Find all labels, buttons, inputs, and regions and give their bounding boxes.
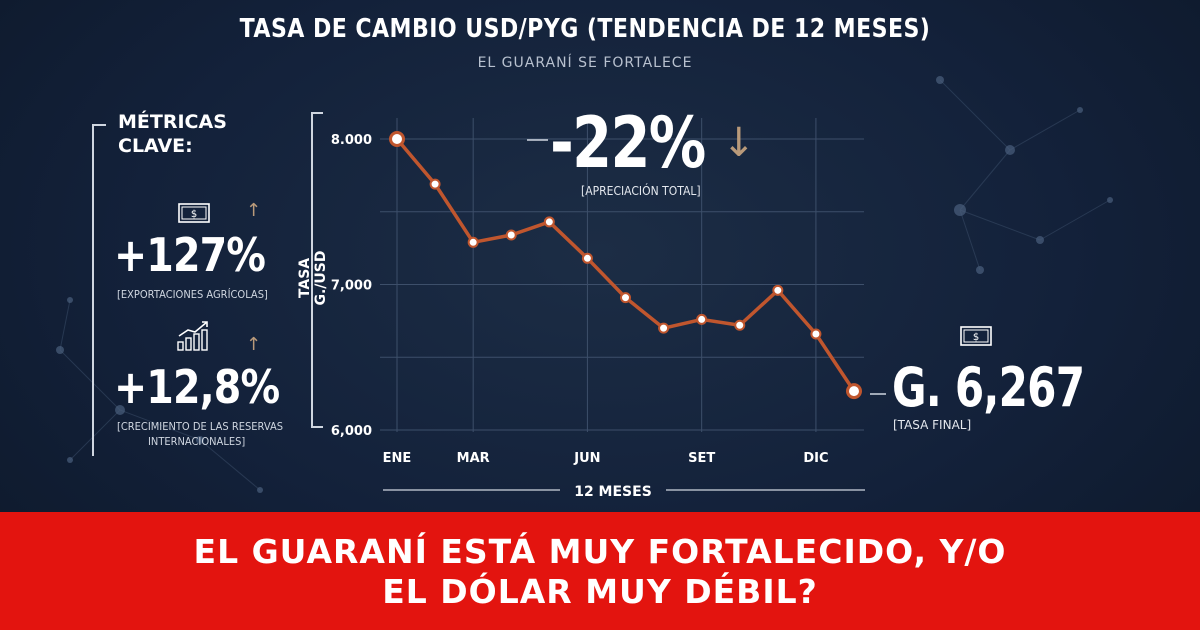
y-axis-bracket-top	[311, 112, 323, 114]
background-network	[56, 76, 1113, 493]
growth-chart-icon	[177, 321, 208, 351]
y-axis-bracket-bottom	[311, 426, 323, 428]
y-ticks: 8.000 7,000 6,000	[331, 133, 372, 439]
final-rate-value: G. 6,267	[892, 356, 1085, 419]
data-point	[620, 292, 631, 304]
metrics-bracket	[92, 124, 94, 456]
data-point	[734, 319, 746, 331]
data-point	[696, 313, 708, 325]
series-points	[389, 131, 862, 400]
x-tick-label: DIC	[803, 451, 828, 466]
metric-reserves-label-line2: INTERNACIONALES]	[148, 435, 246, 448]
data-point	[810, 328, 822, 340]
chart-title: TASA DE CAMBIO USD/PYG (TENDENCIA DE 12 …	[239, 14, 931, 44]
data-point	[658, 322, 670, 334]
chart-subtitle: EL GUARANÍ SE FORTALECE	[477, 55, 693, 71]
data-point	[505, 229, 517, 241]
appreciation-caption: [APRECIACIÓN TOTAL]	[581, 184, 701, 198]
metric-exports-label: [EXPORTACIONES AGRÍCOLAS]	[117, 288, 268, 301]
data-point	[389, 131, 405, 147]
y-axis-bracket	[311, 112, 313, 428]
data-point	[846, 383, 862, 400]
metric-exports-value: +127%	[114, 228, 266, 282]
x-tick-label: SET	[688, 451, 715, 466]
appreciation-value: -22%	[550, 102, 706, 184]
banner-line-2: EL DÓLAR MUY DÉBIL?	[382, 572, 818, 611]
x-tick-label: ENE	[383, 451, 412, 466]
money-icon: $	[178, 203, 210, 223]
y-tick-label: 7,000	[331, 279, 372, 294]
up-arrow-icon: ↑	[246, 200, 262, 221]
svg-text:$: $	[191, 209, 197, 220]
down-arrow-icon: ↓	[722, 120, 756, 166]
svg-text:$: $	[973, 332, 979, 343]
x-axis-label: 12 MESES	[574, 484, 652, 500]
metric-reserves-label-line1: [CRECIMIENTO DE LAS RESERVAS	[117, 420, 284, 433]
banner-line-1: EL GUARANÍ ESTÁ MUY FORTALECIDO, Y/O	[193, 532, 1007, 571]
x-tick-label: JUN	[573, 451, 600, 466]
data-point	[772, 284, 784, 296]
money-icon: $	[960, 326, 992, 346]
data-point	[543, 216, 555, 228]
data-point	[467, 236, 479, 248]
question-banner: EL GUARANÍ ESTÁ MUY FORTALECIDO, Y/O EL …	[0, 512, 1200, 630]
final-rate-caption: [TASA FINAL]	[893, 418, 972, 432]
x-ticks: ENE MAR JUN SET DIC	[383, 451, 829, 466]
line-chart: 8.000 7,000 6,000 ENE MAR JUN SET DIC 12 MESES	[331, 118, 886, 500]
metrics-bracket-top	[92, 124, 106, 126]
metric-reserves-value: +12,8%	[114, 360, 280, 414]
y-tick-label: 8.000	[331, 133, 372, 148]
x-tick-label: MAR	[457, 451, 490, 466]
up-arrow-icon: ↑	[246, 334, 262, 355]
chart-grid	[380, 118, 864, 432]
data-point	[429, 178, 441, 190]
data-point	[581, 252, 593, 264]
metrics-title: MÉTRICAS CLAVE:	[118, 111, 227, 157]
y-tick-label: 6,000	[331, 424, 372, 439]
